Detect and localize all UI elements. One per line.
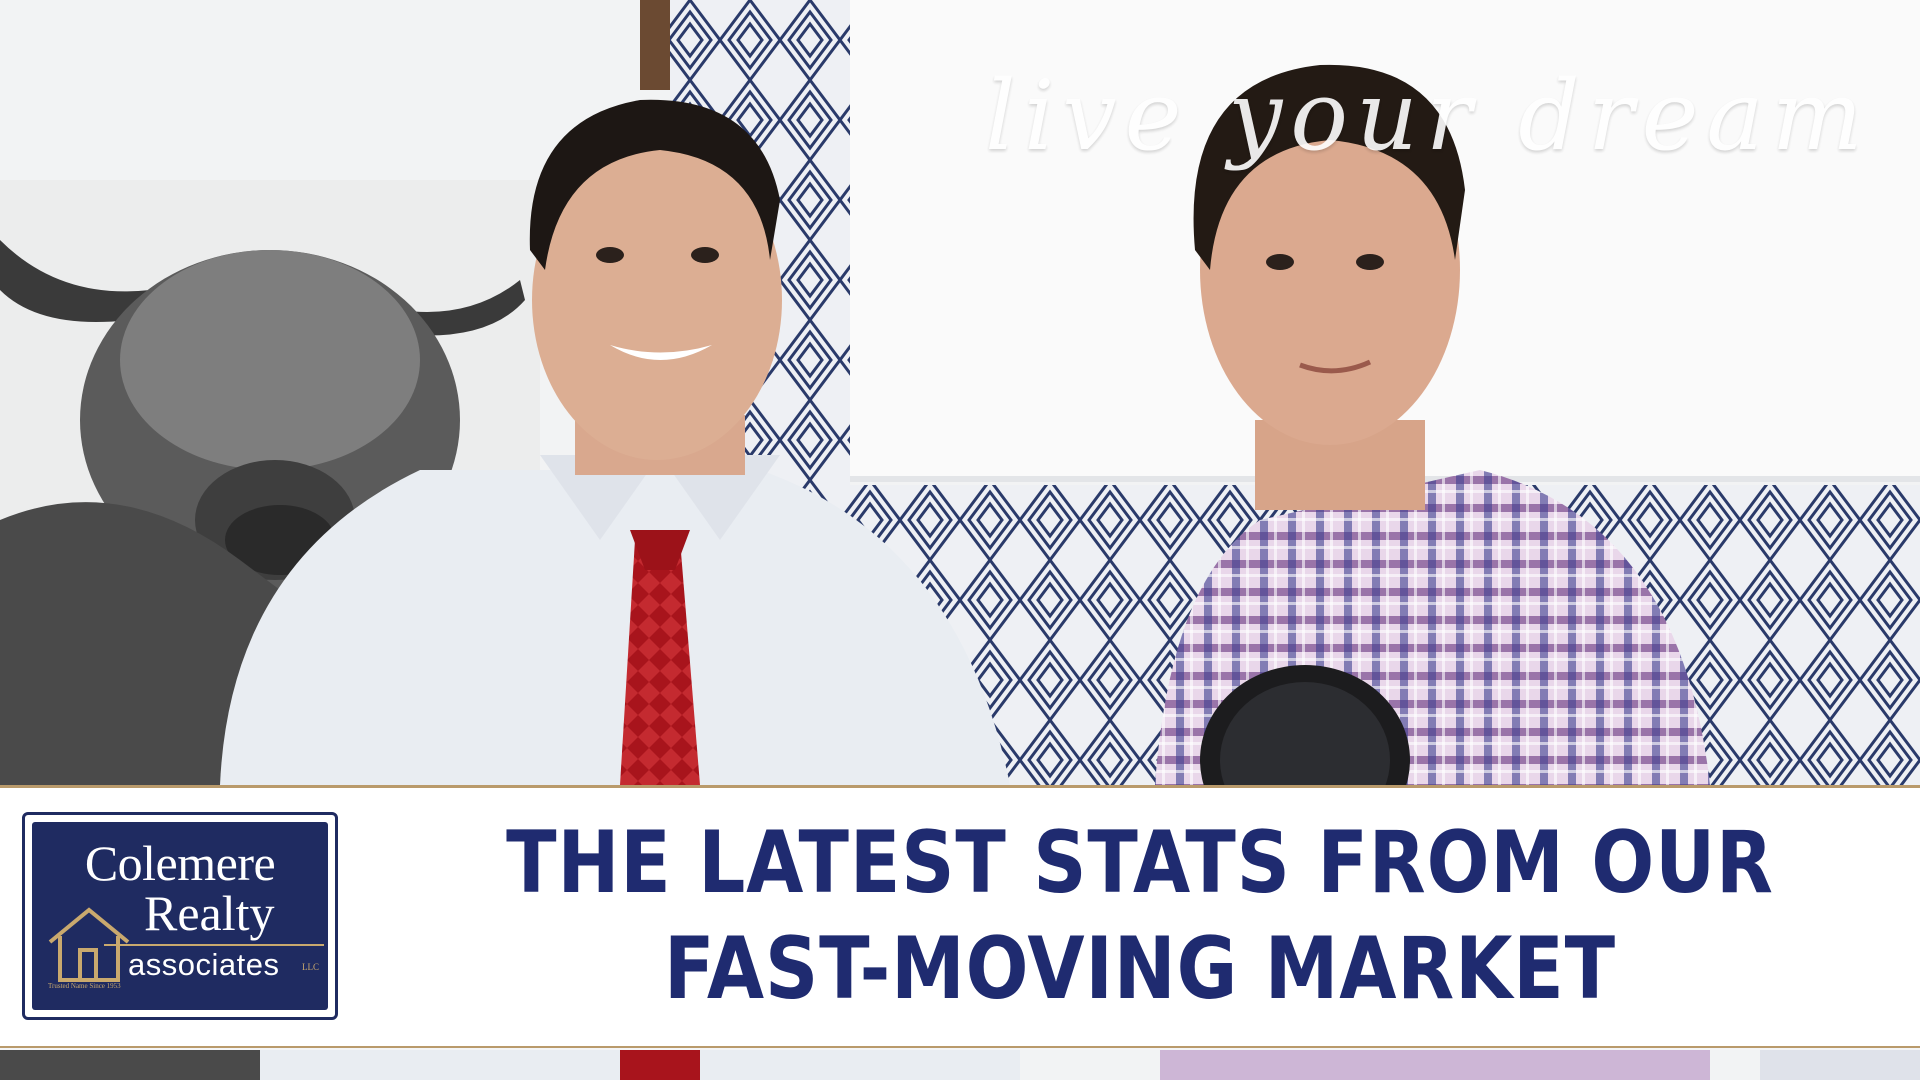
photo-scene xyxy=(0,0,1920,785)
headline: THE LATEST STATS FROM OUR FAST-MOVING MA… xyxy=(390,810,1890,1030)
banner-top-rule xyxy=(0,785,1920,788)
house-icon xyxy=(48,907,130,982)
logo-name-line2: Realty xyxy=(144,885,275,941)
logo-tagline: Trusted Name Since 1953 xyxy=(48,982,121,990)
logo-name-line3: associates xyxy=(128,947,280,982)
logo-name-line1: Colemere xyxy=(84,835,276,891)
headline-line-1: THE LATEST STATS FROM OUR xyxy=(506,813,1774,913)
logo-llc: LLC xyxy=(302,962,319,972)
logo-panel: Colemere Realty associates LLC Trusted N… xyxy=(32,822,328,1010)
logo-rule xyxy=(104,944,324,946)
banner-bottom-rule xyxy=(0,1046,1920,1048)
photo-scene-bottom xyxy=(0,1050,1920,1080)
headline-line-2: FAST-MOVING MARKET xyxy=(664,919,1616,1019)
wall-script-text: live your dream xyxy=(985,60,1871,172)
company-logo: Colemere Realty associates LLC Trusted N… xyxy=(22,812,338,1020)
